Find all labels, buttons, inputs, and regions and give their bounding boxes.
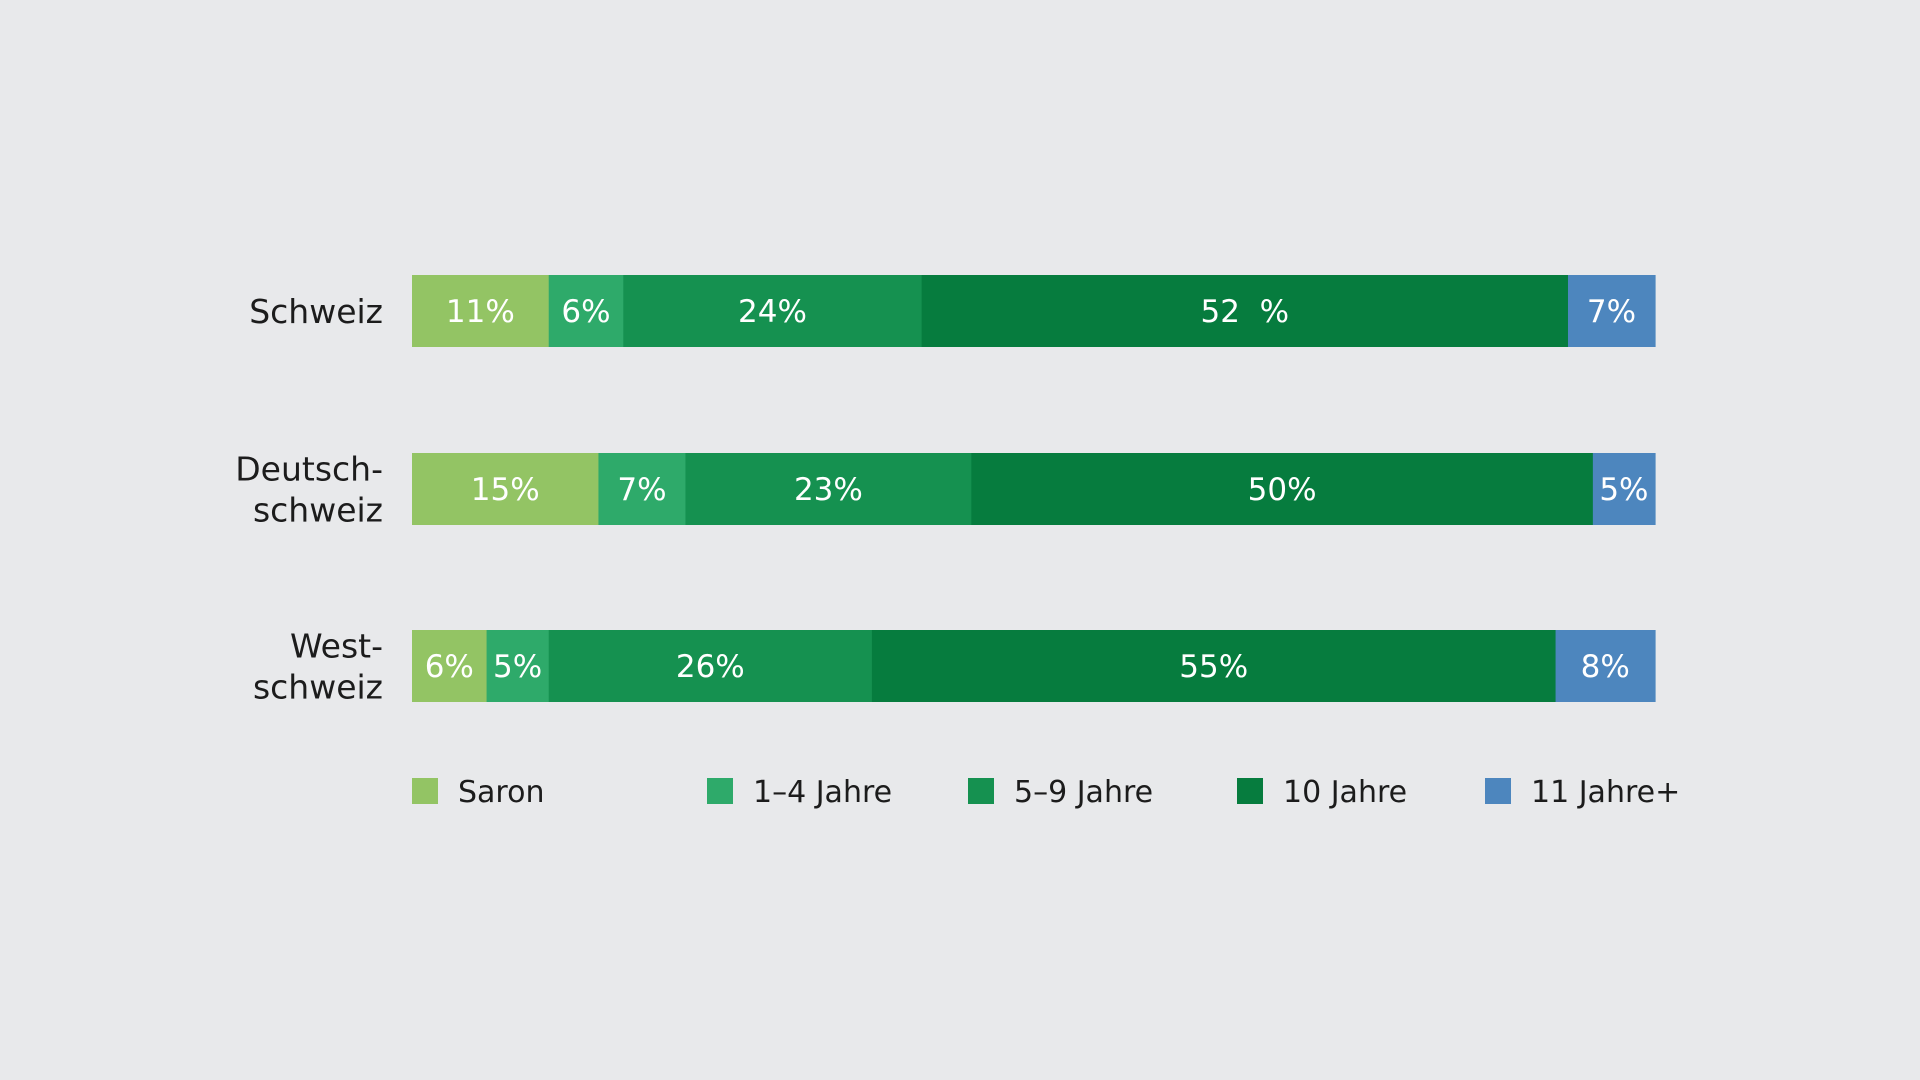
legend-swatch	[412, 778, 438, 804]
data-label: 6%	[425, 649, 474, 685]
bar-segment	[871, 630, 1557, 702]
bars-group: 11% 6% 24% 52 % 7% 15% 7% 23% 50% 5% 6% 5% 26% 55% 8%	[412, 275, 1656, 702]
bar-segment	[486, 630, 550, 702]
bar-segment	[685, 453, 972, 525]
data-label: 55%	[1179, 649, 1248, 685]
legend-label: Saron	[458, 775, 544, 810]
bar-segment	[971, 453, 1594, 525]
category-label: West-	[290, 627, 383, 666]
category-label: schweiz	[253, 668, 383, 707]
bar-segment	[412, 630, 488, 702]
legend-swatch	[1237, 778, 1263, 804]
data-label: 26%	[676, 649, 745, 685]
data-label: 52 %	[1200, 294, 1289, 330]
legend-swatch	[707, 778, 733, 804]
bar-segment	[1555, 630, 1656, 702]
legend-label: 1–4 Jahre	[753, 775, 892, 810]
data-label: 6%	[561, 294, 610, 330]
data-label: 7%	[617, 472, 666, 508]
bar-segment	[623, 275, 923, 347]
legend-label: 5–9 Jahre	[1014, 775, 1153, 810]
bar-segment	[1567, 275, 1656, 347]
data-label: 24%	[738, 294, 807, 330]
legend-swatch	[1485, 778, 1511, 804]
data-label: 15%	[471, 472, 540, 508]
legend-label: 10 Jahre	[1283, 775, 1407, 810]
legend-swatch	[968, 778, 994, 804]
data-label: 5%	[1599, 472, 1648, 508]
bar-segment	[921, 275, 1569, 347]
category-label: schweiz	[253, 491, 383, 530]
bar-segment	[412, 275, 550, 347]
bar-segment	[598, 453, 687, 525]
legend: Saron 1–4 Jahre 5–9 Jahre 10 Jahre 11 Jahre+	[412, 775, 1680, 810]
legend-label: 11 Jahre+	[1531, 775, 1680, 810]
data-label: 11%	[446, 294, 515, 330]
bar-segment	[412, 453, 600, 525]
data-label: 7%	[1587, 294, 1636, 330]
data-label: 50%	[1248, 472, 1317, 508]
bar-segment	[548, 630, 873, 702]
bar-segment	[548, 275, 624, 347]
category-label: Schweiz	[249, 292, 383, 331]
bar-segment	[1592, 453, 1656, 525]
data-label: 8%	[1581, 649, 1630, 685]
category-label: Deutsch-	[235, 450, 383, 489]
data-label: 23%	[794, 472, 863, 508]
data-label: 5%	[493, 649, 542, 685]
